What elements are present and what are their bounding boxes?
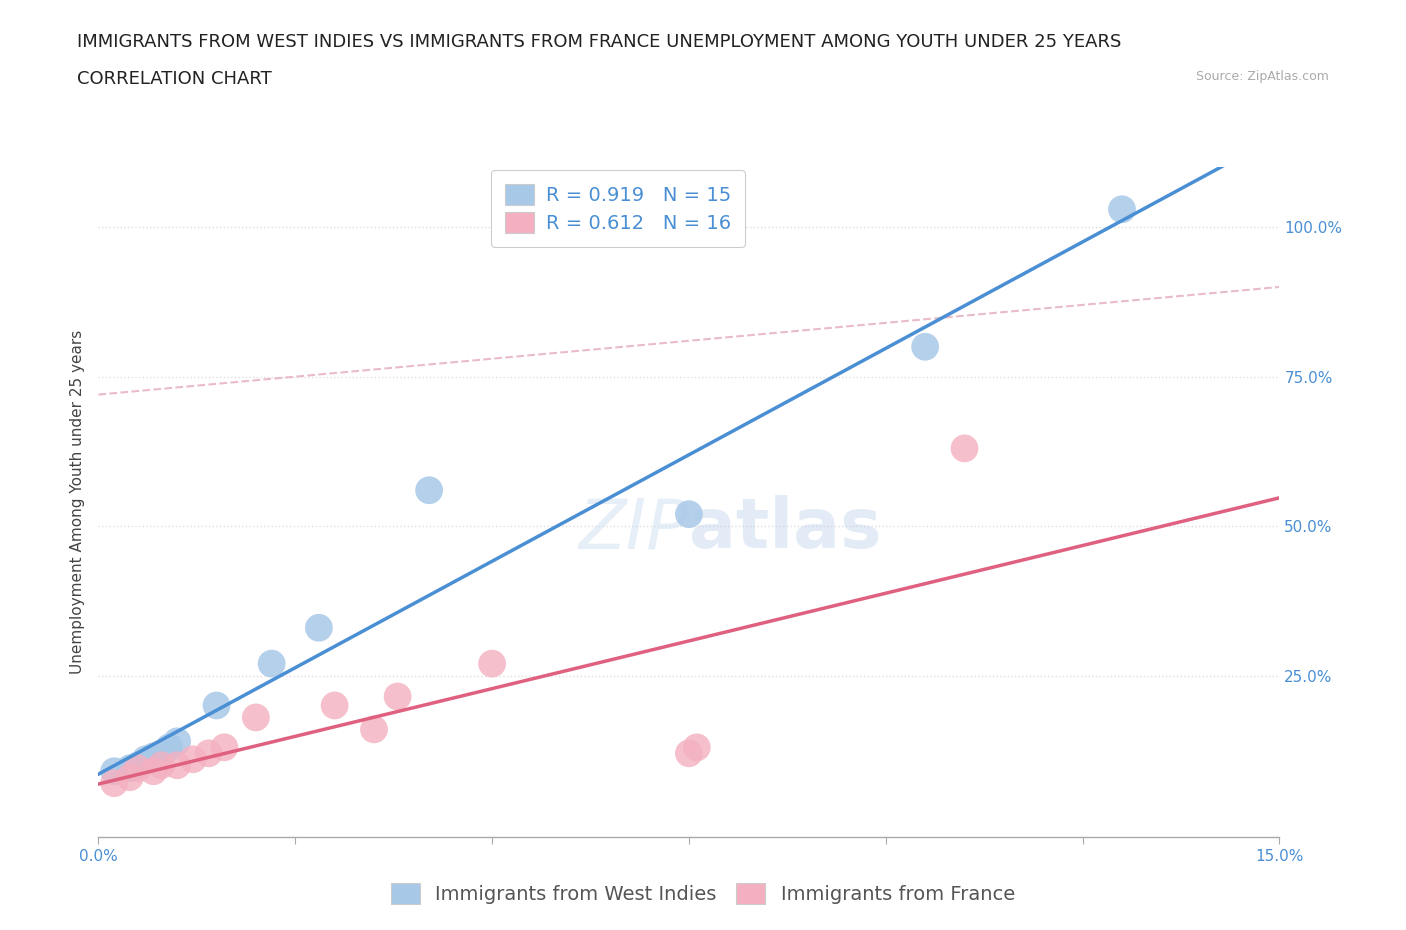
Point	[127, 761, 149, 776]
Point	[308, 620, 330, 635]
Legend: Immigrants from West Indies, Immigrants from France: Immigrants from West Indies, Immigrants …	[380, 871, 1026, 916]
Legend: R = 0.919   N = 15, R = 0.612   N = 16: R = 0.919 N = 15, R = 0.612 N = 16	[492, 170, 745, 246]
Point	[481, 657, 503, 671]
Point	[363, 722, 385, 737]
Point	[418, 483, 440, 498]
Point	[686, 740, 709, 755]
Point	[197, 746, 219, 761]
Point	[181, 751, 204, 766]
Point	[135, 751, 157, 766]
Point	[1111, 202, 1133, 217]
Point	[118, 770, 141, 785]
Point	[323, 698, 346, 713]
Point	[953, 441, 976, 456]
Point	[118, 761, 141, 776]
Point	[678, 746, 700, 761]
Point	[166, 734, 188, 749]
Point	[260, 657, 283, 671]
Text: IMMIGRANTS FROM WEST INDIES VS IMMIGRANTS FROM FRANCE UNEMPLOYMENT AMONG YOUTH U: IMMIGRANTS FROM WEST INDIES VS IMMIGRANT…	[77, 33, 1122, 50]
Point	[205, 698, 228, 713]
Point	[127, 758, 149, 773]
Point	[914, 339, 936, 354]
Point	[103, 776, 125, 790]
Point	[142, 749, 165, 764]
Text: Source: ZipAtlas.com: Source: ZipAtlas.com	[1195, 70, 1329, 83]
Point	[157, 740, 180, 755]
Point	[245, 710, 267, 724]
Point	[387, 689, 409, 704]
Point	[214, 740, 236, 755]
Text: ZIP: ZIP	[579, 496, 689, 563]
Text: atlas: atlas	[689, 496, 882, 563]
Point	[142, 764, 165, 778]
Point	[678, 507, 700, 522]
Text: CORRELATION CHART: CORRELATION CHART	[77, 70, 273, 87]
Point	[166, 758, 188, 773]
Point	[103, 764, 125, 778]
Point	[150, 746, 173, 761]
Point	[150, 758, 173, 773]
Y-axis label: Unemployment Among Youth under 25 years: Unemployment Among Youth under 25 years	[69, 330, 84, 674]
